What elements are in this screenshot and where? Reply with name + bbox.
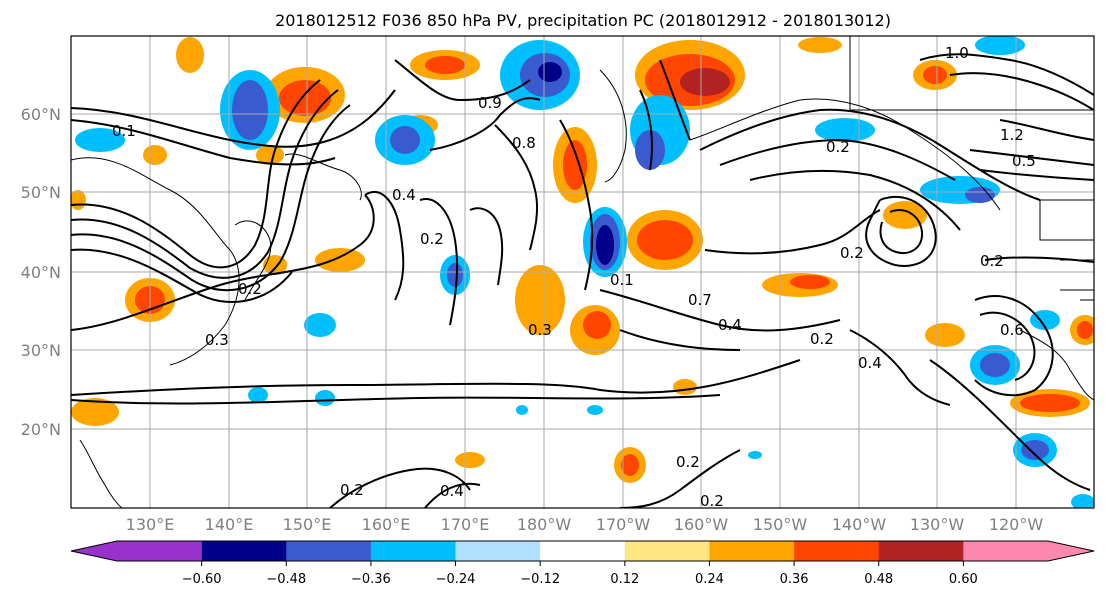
lat-label: 50°N [21, 183, 61, 202]
contour-label: 0.4 [858, 354, 882, 372]
lon-label: 120°W [989, 515, 1044, 534]
contour-label: 0.3 [528, 321, 552, 339]
lon-label: 140°E [205, 515, 254, 534]
lat-label: 20°N [21, 420, 61, 439]
contour-label: 0.4 [718, 316, 742, 334]
lon-label: 170°W [596, 515, 651, 534]
contour-label: 0.2 [840, 244, 864, 262]
contour-label: 0.2 [676, 453, 700, 471]
contour-label: 0.7 [688, 291, 712, 309]
colorbar-segments [71, 541, 1094, 561]
lon-label: 160°E [362, 515, 411, 534]
colorbar-tick-label: −0.48 [266, 572, 306, 587]
colorbar-segment [201, 541, 287, 561]
colorbar-tick-label: −0.24 [436, 572, 476, 587]
contour-label: 0.8 [512, 134, 536, 152]
colorbar-tick-label: −0.12 [520, 572, 560, 587]
colorbar-tick-label: 0.48 [864, 572, 893, 587]
colorbar-segment [71, 541, 202, 561]
map-panel: 1.0 0.5 1.2 0.2 0.4 0.8 0.9 0.2 0.3 0.4 … [70, 35, 1095, 510]
contour-label: 0.1 [610, 271, 634, 289]
contour-label: 0.2 [980, 252, 1004, 270]
colorbar-tick-label: 0.12 [610, 572, 639, 587]
colorbar-outline [70, 540, 1095, 562]
lon-label: 160°W [674, 515, 729, 534]
colorbar-segment [794, 541, 880, 561]
colorbar-segment [709, 541, 795, 561]
contour-label: 0.2 [340, 481, 364, 499]
contour-labels: 1.0 0.5 1.2 0.2 0.4 0.8 0.9 0.2 0.3 0.4 … [112, 44, 1036, 510]
contour-label: 0.2 [826, 138, 850, 156]
colorbar-tick-label: −0.36 [351, 572, 391, 587]
contour-label: 0.2 [238, 280, 262, 298]
pv-contours [71, 53, 1094, 508]
map-content: 1.0 0.5 1.2 0.2 0.4 0.8 0.9 0.2 0.3 0.4 … [71, 36, 1094, 510]
lat-label: 30°N [21, 341, 61, 360]
colorbar-segment [286, 541, 372, 561]
contour-label: 0.2 [810, 330, 834, 348]
contour-label: 0.3 [205, 331, 229, 349]
contour-label: 0.9 [478, 94, 502, 112]
colorbar-tick-label: 0.60 [949, 572, 978, 587]
colorbar-tick-label: −0.60 [182, 572, 222, 587]
contour-label: 0.5 [1012, 152, 1036, 170]
colorbar-segment [963, 541, 1094, 561]
contour-label: 0.2 [420, 230, 444, 248]
contour-label: 0.1 [112, 122, 136, 140]
latitude-labels: 60°N 50°N 40°N 30°N 20°N [21, 105, 61, 439]
map-frame [70, 35, 1095, 509]
lon-label: 150°W [753, 515, 808, 534]
colorbar-segment [370, 541, 457, 561]
contour-label: 0.2 [700, 492, 724, 510]
colorbar-tick-label: 0.24 [695, 572, 724, 587]
colorbar-segment [878, 541, 964, 561]
colorbar-segment [540, 541, 626, 561]
colorbar-tick-label: 0.36 [780, 572, 809, 587]
lon-label: 140°W [832, 515, 887, 534]
contour-label: 1.2 [1000, 126, 1024, 144]
colorbar-segment [624, 541, 710, 561]
lon-label: 130°W [910, 515, 965, 534]
contour-label: 0.6 [1000, 321, 1024, 339]
longitude-labels: 130°E 140°E 150°E 160°E 170°E 180°W 170°… [126, 515, 1044, 534]
precip-shading [71, 36, 1094, 508]
lat-label: 40°N [21, 263, 61, 282]
lon-label: 180°W [517, 515, 572, 534]
contour-label: 0.4 [440, 482, 464, 500]
contour-label: 0.4 [392, 186, 416, 204]
lon-label: 130°E [126, 515, 175, 534]
colorbar-segment [455, 541, 541, 561]
contour-label: 1.0 [945, 44, 969, 62]
graticule [71, 36, 1094, 508]
lon-label: 170°E [441, 515, 490, 534]
lon-label: 150°E [283, 515, 332, 534]
lat-label: 60°N [21, 105, 61, 124]
colorbar: −0.60 −0.48 −0.36 −0.24 −0.12 0.12 0.24 0.36 0.4… [70, 540, 1095, 587]
figure-title: 2018012512 F036 850 hPa PV, precipitatio… [275, 11, 891, 30]
colorbar-ticks: −0.60 −0.48 −0.36 −0.24 −0.12 0.12 0.24 0.36 0.4… [182, 561, 978, 587]
